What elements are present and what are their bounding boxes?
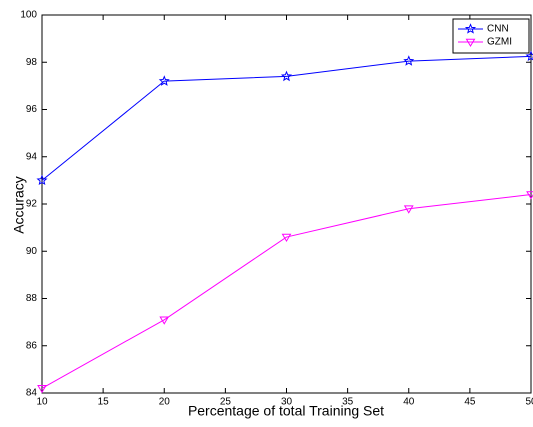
data-point: [36, 174, 48, 186]
x-tick-label: 30: [281, 397, 293, 408]
data-point: [37, 384, 47, 394]
x-tick-label: 25: [220, 397, 232, 408]
x-tick-label: 10: [36, 397, 48, 408]
data-point: [403, 55, 415, 66]
y-tick-label: 84: [26, 388, 38, 399]
y-tick-label: 86: [26, 340, 38, 351]
y-tick-label: 92: [26, 199, 38, 210]
legend-marker: [464, 23, 477, 34]
y-tick-label: 96: [26, 104, 38, 115]
series-line: [41, 194, 532, 389]
legend-label: GZMI: [487, 37, 512, 48]
y-tick-label: 94: [26, 151, 38, 162]
x-tick-label: 40: [403, 397, 415, 408]
data-point: [403, 205, 414, 214]
y-tick-label: 90: [26, 246, 38, 257]
y-axis-label: Accuracy: [11, 176, 27, 234]
data-point: [280, 70, 293, 82]
x-axis-label: Percentage of total Training Set: [188, 403, 384, 419]
y-tick-label: 100: [20, 10, 37, 21]
x-tick-label: 35: [342, 397, 354, 408]
y-tick-label: 98: [26, 57, 38, 68]
data-point: [158, 75, 170, 86]
x-tick-label: 20: [159, 397, 171, 408]
data-point: [526, 191, 533, 200]
series-line: [41, 55, 532, 181]
x-tick-label: 50: [525, 397, 533, 408]
legend-label: CNN: [487, 24, 509, 35]
legend-marker: [465, 38, 476, 47]
x-tick-label: 15: [98, 397, 110, 408]
x-tick-label: 45: [464, 397, 476, 408]
legend-box: [452, 18, 530, 54]
data-point: [525, 50, 533, 62]
data-point: [281, 233, 292, 243]
y-tick-label: 88: [26, 293, 38, 304]
data-point: [159, 316, 170, 325]
